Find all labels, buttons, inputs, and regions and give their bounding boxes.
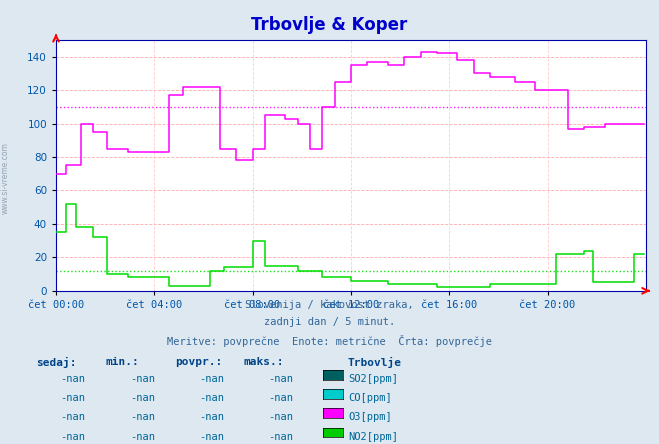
Text: maks.:: maks.: — [244, 357, 284, 368]
Text: www.si-vreme.com: www.si-vreme.com — [1, 142, 10, 214]
Text: min.:: min.: — [105, 357, 139, 368]
Text: O3[ppm]: O3[ppm] — [348, 412, 391, 423]
Text: -nan: -nan — [61, 374, 86, 385]
Text: -nan: -nan — [199, 432, 224, 442]
Text: sedaj:: sedaj: — [36, 357, 76, 369]
Text: -nan: -nan — [199, 393, 224, 404]
Text: Meritve: povprečne  Enote: metrične  Črta: povprečje: Meritve: povprečne Enote: metrične Črta:… — [167, 335, 492, 347]
Text: -nan: -nan — [268, 412, 293, 423]
Text: povpr.:: povpr.: — [175, 357, 222, 368]
Text: CO[ppm]: CO[ppm] — [348, 393, 391, 404]
Text: -nan: -nan — [130, 374, 155, 385]
Text: Trbovlje & Koper: Trbovlje & Koper — [251, 16, 408, 34]
Text: -nan: -nan — [199, 412, 224, 423]
Text: -nan: -nan — [268, 393, 293, 404]
Text: -nan: -nan — [130, 393, 155, 404]
Text: Trbovlje: Trbovlje — [348, 357, 402, 369]
Text: -nan: -nan — [61, 412, 86, 423]
Text: SO2[ppm]: SO2[ppm] — [348, 374, 398, 385]
Text: zadnji dan / 5 minut.: zadnji dan / 5 minut. — [264, 317, 395, 328]
Text: -nan: -nan — [199, 374, 224, 385]
Text: Slovenija / kakovost zraka,: Slovenija / kakovost zraka, — [245, 300, 414, 310]
Text: -nan: -nan — [61, 393, 86, 404]
Text: NO2[ppm]: NO2[ppm] — [348, 432, 398, 442]
Text: -nan: -nan — [268, 432, 293, 442]
Text: -nan: -nan — [268, 374, 293, 385]
Text: -nan: -nan — [130, 432, 155, 442]
Text: -nan: -nan — [61, 432, 86, 442]
Text: -nan: -nan — [130, 412, 155, 423]
